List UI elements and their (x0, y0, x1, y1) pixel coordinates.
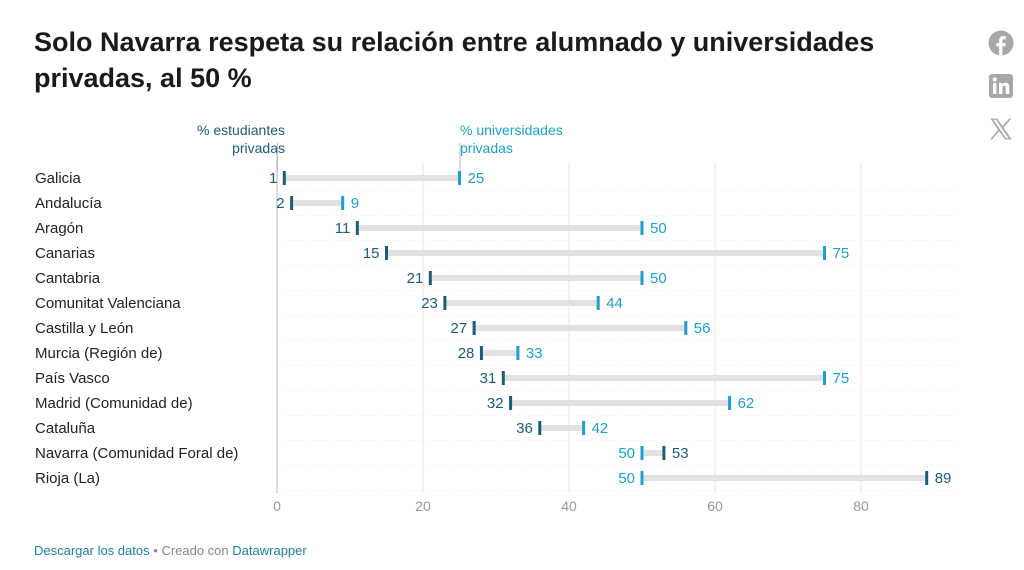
series-label: % universidades privadas (460, 122, 563, 156)
x-tick-label: 80 (853, 498, 869, 514)
range-bar (284, 175, 460, 181)
estudiantes-value-label: 28 (458, 345, 475, 362)
created-with-text: Creado con (161, 543, 229, 558)
universidades-value-label: 50 (650, 270, 667, 287)
universidades-value-label: 56 (694, 320, 711, 337)
universidades-value-label: 33 (526, 345, 543, 362)
universidades-value-label: 62 (738, 395, 755, 412)
estudiantes-value-label: 15 (363, 245, 380, 262)
estudiantes-marker (509, 396, 513, 410)
category-label: Cantabria (35, 270, 101, 287)
estudiantes-marker (662, 446, 666, 460)
series-label: % estudiantes privadas (197, 122, 285, 156)
range-bar (481, 350, 518, 356)
range-bar (642, 475, 927, 481)
universidades-marker (582, 421, 586, 435)
download-data-link[interactable]: Descargar los datos (34, 543, 150, 558)
x-tick-label: 20 (415, 498, 431, 514)
dot-range-chart: 0 20 40 60 80 % estudiantes privadas % universi… (35, 122, 955, 514)
linkedin-icon[interactable] (986, 71, 1016, 101)
universidades-value-label: 44 (606, 295, 623, 312)
estudiantes-value-label: 89 (935, 470, 952, 487)
universidades-value-label: 75 (833, 245, 850, 262)
footer-separator: • (153, 543, 158, 558)
universidades-value-label: 75 (833, 370, 850, 387)
x-tick-label: 60 (707, 498, 723, 514)
universidades-marker (823, 371, 826, 385)
category-label: Andalucía (35, 195, 102, 212)
share-bar (986, 28, 1016, 157)
range-bar (444, 300, 599, 306)
universidades-marker (640, 221, 644, 235)
universidades-marker (823, 246, 826, 260)
estudiantes-marker (290, 196, 294, 210)
estudiantes-marker (538, 421, 542, 435)
universidades-value-label: 9 (351, 195, 359, 212)
universidades-marker (516, 346, 520, 360)
estudiantes-marker (355, 221, 359, 235)
estudiantes-marker (385, 246, 388, 260)
range-bar (642, 450, 664, 456)
universidades-marker (684, 321, 688, 335)
estudiantes-marker (428, 271, 432, 285)
estudiantes-marker (479, 346, 483, 360)
estudiantes-value-label: 11 (335, 220, 351, 237)
estudiantes-value-label: 32 (487, 395, 504, 412)
universidades-value-label: 42 (592, 420, 609, 437)
universidades-marker (640, 446, 644, 460)
category-label: Madrid (Comunidad de) (35, 395, 193, 412)
estudiantes-value-label: 1 (269, 170, 277, 187)
cut-off-text (34, 562, 974, 570)
x-icon[interactable] (986, 114, 1016, 144)
estudiantes-marker (282, 171, 286, 185)
datawrapper-link[interactable]: Datawrapper (232, 543, 307, 558)
estudiantes-marker (501, 371, 505, 385)
category-label: Cataluña (35, 420, 96, 437)
category-label: Galicia (35, 170, 82, 187)
range-bar (386, 250, 825, 256)
estudiantes-value-label: 2 (276, 195, 284, 212)
estudiantes-marker (472, 321, 476, 335)
range-bar (430, 275, 642, 281)
universidades-value-label: 50 (618, 445, 635, 462)
estudiantes-marker (925, 471, 929, 485)
universidades-value-label: 50 (650, 220, 667, 237)
estudiantes-value-label: 53 (672, 445, 689, 462)
universidades-marker (728, 396, 732, 410)
range-bar (539, 425, 584, 431)
range-bar (474, 325, 686, 331)
universidades-marker (640, 271, 644, 285)
estudiantes-value-label: 31 (480, 370, 497, 387)
estudiantes-value-label: 21 (407, 270, 424, 287)
range-bar (510, 400, 730, 406)
universidades-value-label: 50 (618, 470, 635, 487)
category-label: Rioja (La) (35, 470, 100, 487)
x-tick-label: 40 (561, 498, 577, 514)
category-label: Comunitat Valenciana (35, 295, 181, 312)
category-label: Navarra (Comunidad Foral de) (35, 445, 238, 462)
estudiantes-marker (443, 296, 447, 310)
universidades-marker (458, 171, 461, 185)
estudiantes-value-label: 27 (450, 320, 467, 337)
range-bar (503, 375, 825, 381)
category-label: País Vasco (35, 370, 110, 387)
universidades-marker (640, 471, 644, 485)
universidades-marker (341, 196, 345, 210)
category-label: Murcia (Región de) (35, 345, 163, 362)
range-bar (291, 200, 343, 206)
range-bar (357, 225, 642, 231)
universidades-marker (596, 296, 600, 310)
estudiantes-value-label: 36 (516, 420, 533, 437)
universidades-value-label: 25 (468, 170, 485, 187)
chart-title: Solo Navarra respeta su relación entre a… (34, 27, 875, 93)
x-tick-label: 0 (273, 498, 281, 514)
category-label: Canarias (35, 245, 95, 262)
chart-footer: Descargar los datos • Creado con Datawra… (34, 543, 307, 558)
category-label: Castilla y León (35, 320, 133, 337)
facebook-icon[interactable] (986, 28, 1016, 58)
estudiantes-value-label: 23 (421, 295, 438, 312)
category-label: Aragón (35, 220, 83, 237)
